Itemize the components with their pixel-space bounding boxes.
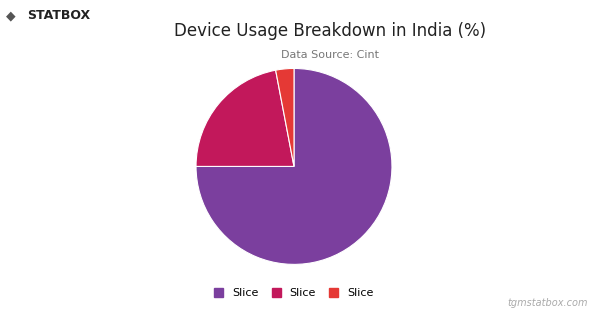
Wedge shape	[196, 70, 294, 166]
Text: tgmstatbox.com: tgmstatbox.com	[508, 298, 588, 308]
Text: ◆: ◆	[6, 9, 20, 22]
Text: STATBOX: STATBOX	[27, 9, 90, 22]
Wedge shape	[196, 68, 392, 264]
Text: Data Source: Cint: Data Source: Cint	[281, 50, 379, 60]
Wedge shape	[275, 68, 294, 166]
Text: Device Usage Breakdown in India (%): Device Usage Breakdown in India (%)	[174, 22, 486, 40]
Legend: Slice, Slice, Slice: Slice, Slice, Slice	[210, 284, 378, 303]
